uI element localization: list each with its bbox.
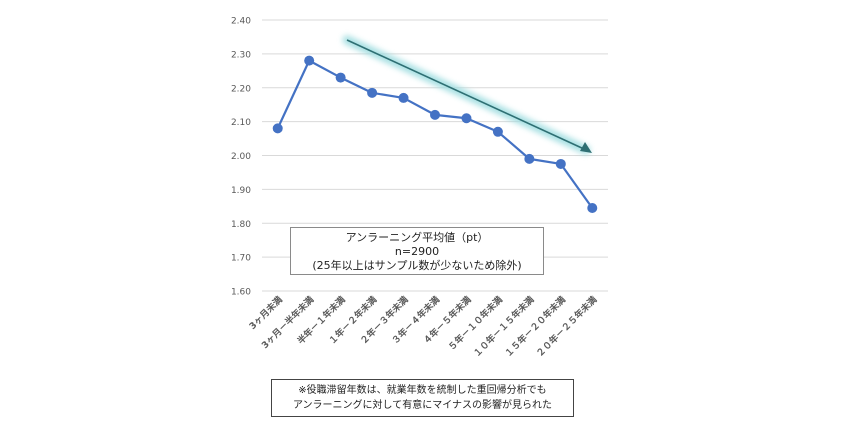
y-tick-label: 1.60 xyxy=(231,288,251,298)
footnote-box: ※役職滞留年数は、就業年数を統制した重回帰分析でも アンラーニングに対して有意に… xyxy=(271,379,574,417)
trend-arrow xyxy=(342,35,592,155)
data-points xyxy=(272,55,598,214)
data-point xyxy=(430,109,440,120)
data-point xyxy=(587,203,598,214)
y-tick-label: 2.00 xyxy=(231,152,251,162)
y-tick-label: 1.90 xyxy=(231,186,251,196)
y-tick-label: 2.40 xyxy=(231,17,251,27)
data-point xyxy=(555,158,566,169)
data-point xyxy=(524,153,535,164)
legend-title: アンラーニング平均値（pt） xyxy=(345,231,489,244)
x-tick-label: 3ヶ月－半年未満 xyxy=(259,294,316,351)
trend-arrow-shaft xyxy=(346,39,585,150)
y-tick-label: 1.70 xyxy=(231,254,251,264)
y-axis-ticks: 1.60 1.70 1.80 1.90 2.00 2.10 2.20 2.30 2.40 xyxy=(231,17,251,298)
y-tick-label: 1.80 xyxy=(231,220,251,230)
y-tick-label: 2.10 xyxy=(231,118,251,128)
data-point xyxy=(367,87,378,98)
data-point xyxy=(398,92,409,103)
trend-arrow-head xyxy=(580,142,592,153)
legend-box: アンラーニング平均値（pt） n=2900 (25年以上はサンプル数が少ないため… xyxy=(290,227,544,275)
data-point xyxy=(461,113,472,124)
footnote-line-1: ※役職滞留年数は、就業年数を統制した重回帰分析でも xyxy=(298,385,547,396)
legend-note: (25年以上はサンプル数が少ないため除外) xyxy=(312,259,522,272)
footnote-line-2: アンラーニングに対して有意にマイナスの影響が見られた xyxy=(292,400,553,411)
x-tick-label: ５年－１０年未満 xyxy=(446,294,505,353)
data-point xyxy=(492,126,503,137)
legend-sample-size: n=2900 xyxy=(394,245,440,258)
x-axis-ticks: 3ヶ月未満3ヶ月－半年未満半年－１年未満１年－２年未満２年－３年未満３年－４年未… xyxy=(246,294,599,360)
y-tick-label: 2.20 xyxy=(231,84,251,94)
y-tick-label: 2.30 xyxy=(231,50,251,60)
data-point xyxy=(304,55,315,66)
data-point xyxy=(335,72,346,83)
data-point xyxy=(272,123,283,134)
